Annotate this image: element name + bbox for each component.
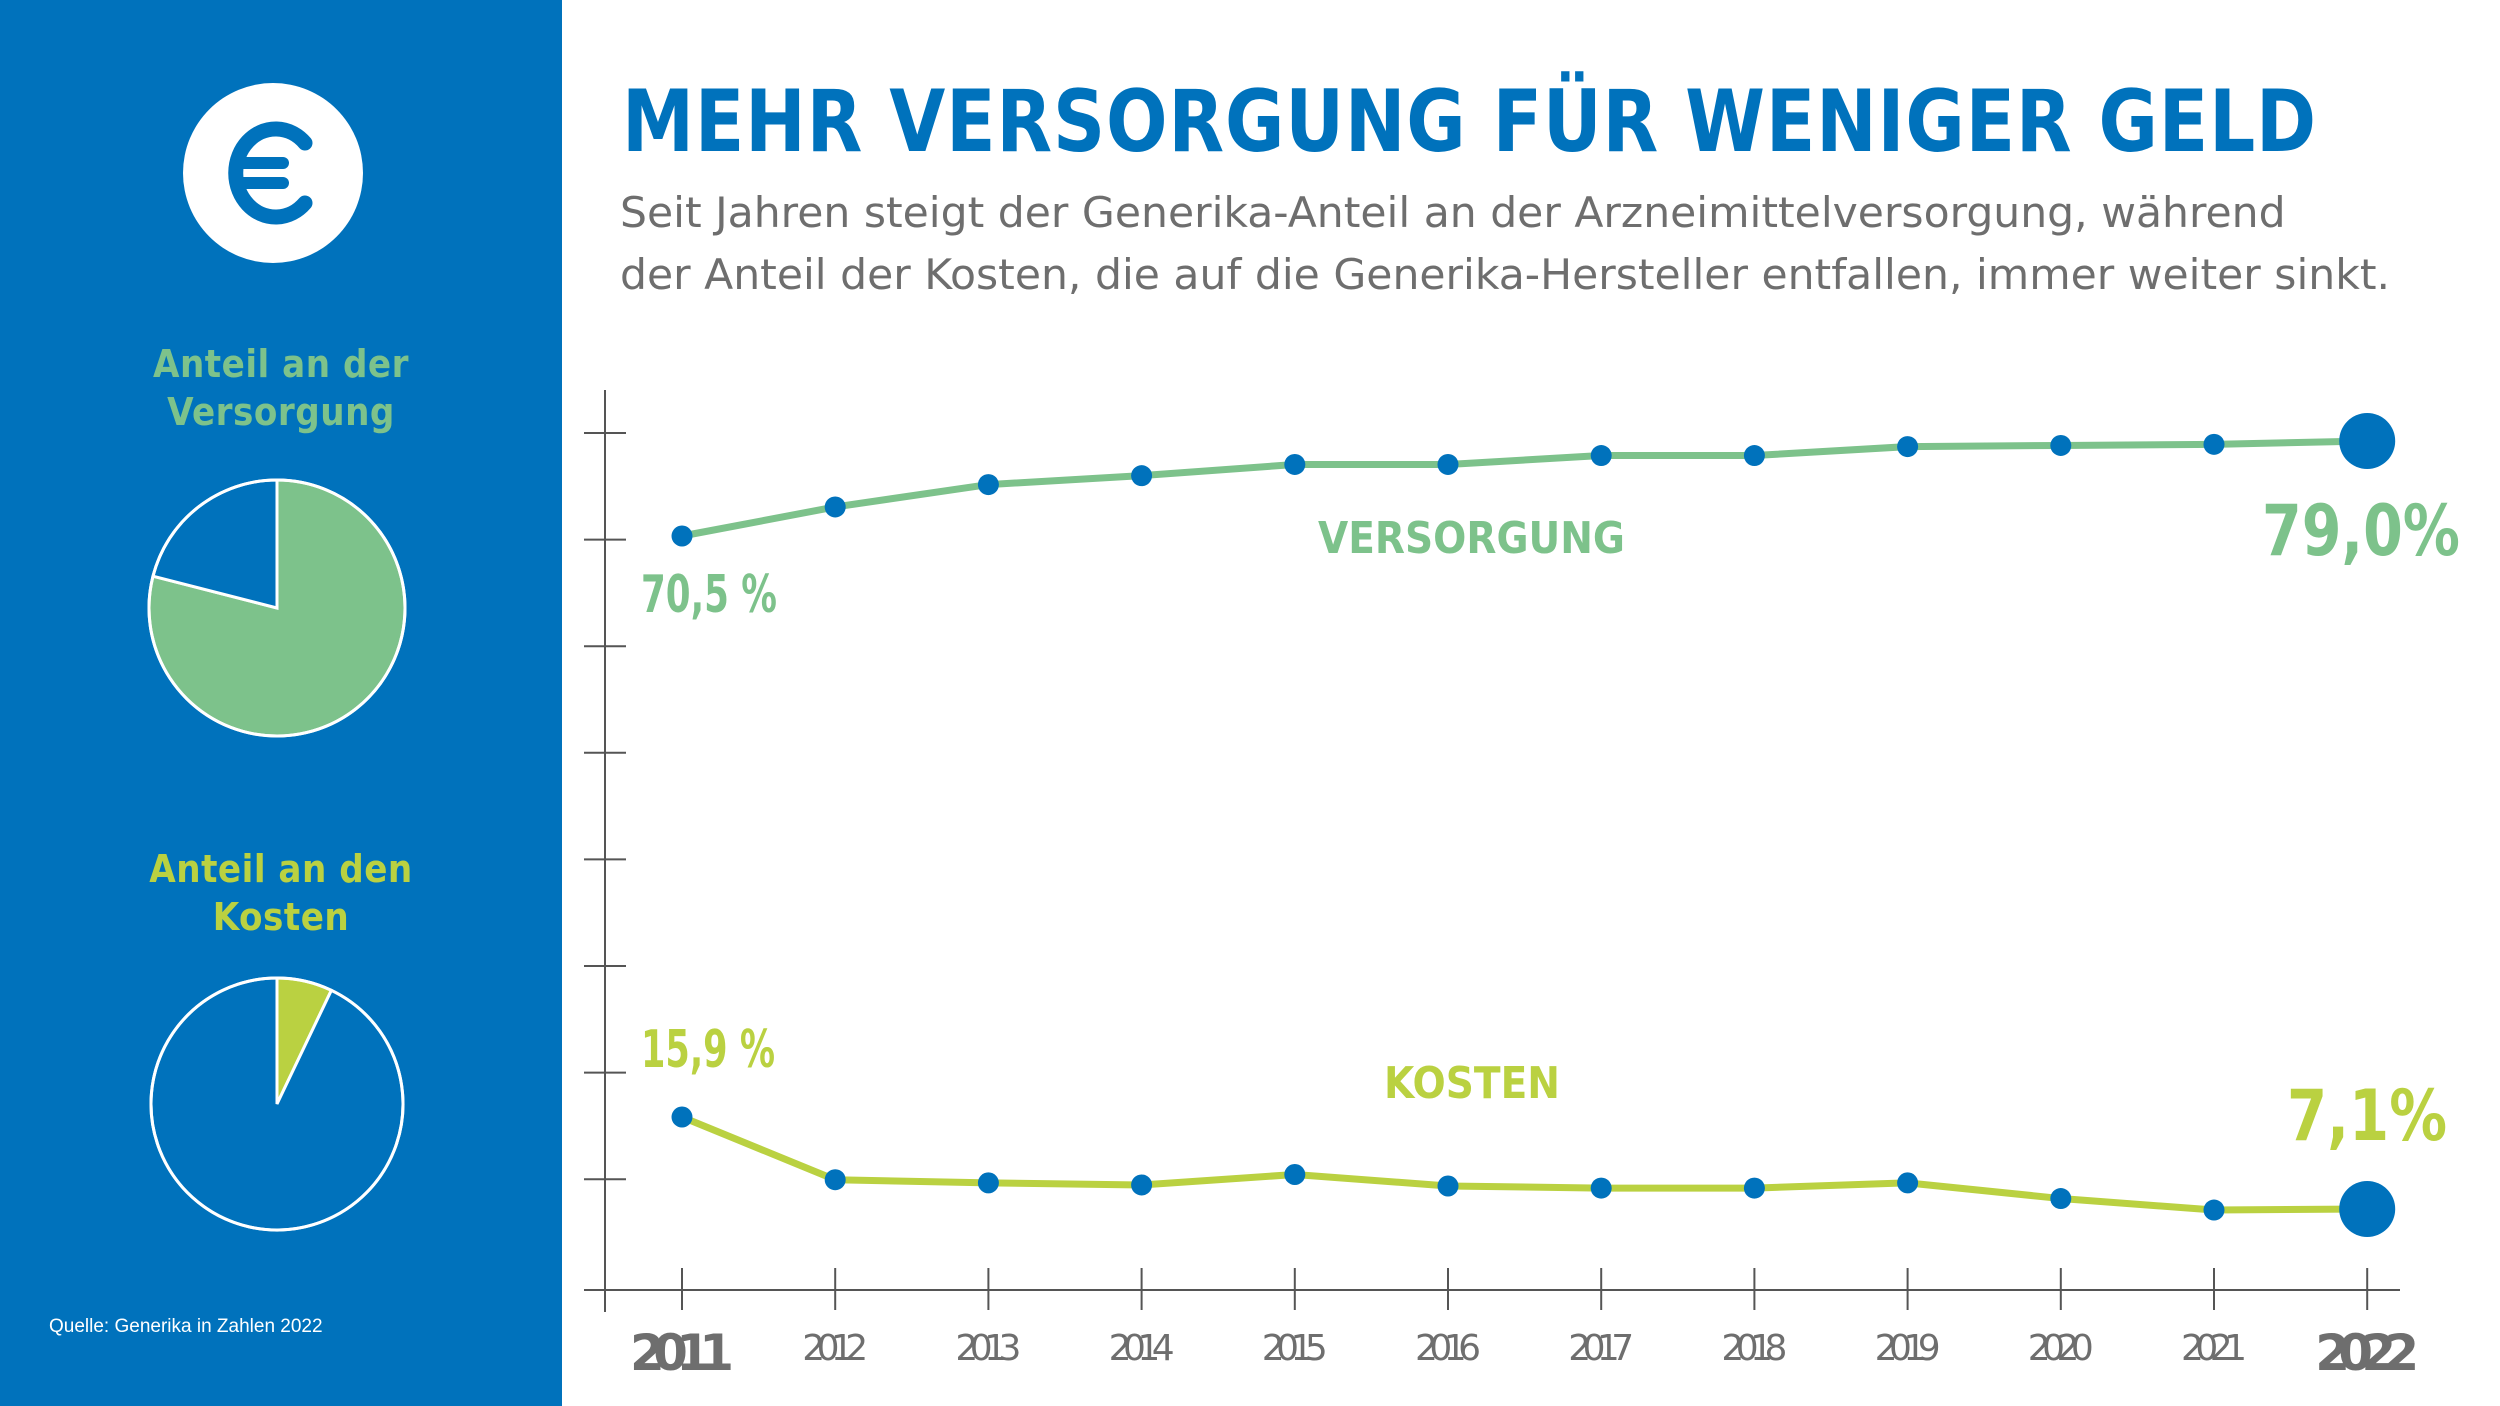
sidebar: Anteil an der Versorgung Anteil an den K… bbox=[0, 0, 562, 1406]
kosten-point-2016 bbox=[1437, 1175, 1459, 1197]
versorgung-point-2019 bbox=[1897, 436, 1919, 458]
x-tick-label: 2017 bbox=[1568, 1328, 1634, 1369]
page-title: MEHR VERSORGUNG FÜR WENIGER GELD bbox=[622, 72, 2317, 172]
kosten-series-label: KOSTEN bbox=[1384, 1058, 1560, 1109]
source-note: Quelle: Generika in Zahlen 2022 bbox=[49, 1316, 323, 1337]
kosten-point-2011 bbox=[671, 1106, 693, 1128]
kosten-line bbox=[680, 1113, 2368, 1214]
x-tick-label: 2022 bbox=[2315, 1324, 2419, 1382]
cost-share-label: Anteil an den Kosten bbox=[0, 845, 562, 941]
versorgung-point-2011 bbox=[671, 525, 693, 547]
versorgung-point-2022 bbox=[2339, 413, 2396, 469]
x-tick-label: 2014 bbox=[1109, 1328, 1175, 1369]
kosten-point-2018 bbox=[1743, 1177, 1765, 1199]
versorgung-point-2014 bbox=[1131, 465, 1153, 487]
versorgung-point-2018 bbox=[1743, 445, 1765, 467]
euro-badge bbox=[183, 83, 363, 263]
versorgung-end-value-label: 79,0% bbox=[2262, 490, 2460, 572]
kosten-end-value-label: 7,1% bbox=[2287, 1075, 2447, 1157]
versorgung-point-2020 bbox=[2050, 434, 2072, 456]
x-tick-label: 2011 bbox=[630, 1324, 734, 1382]
x-tick-label: 2020 bbox=[2028, 1328, 2094, 1369]
cost-share-label-line2: Kosten bbox=[212, 895, 350, 939]
versorgung-start-value-label: 70,5 % bbox=[641, 565, 777, 625]
kosten-point-2017 bbox=[1590, 1177, 1612, 1199]
cost-share-pie bbox=[149, 976, 405, 1232]
versorgung-point-2013 bbox=[977, 474, 999, 496]
cost-share-label-line1: Anteil an den bbox=[149, 847, 413, 891]
x-tick-label: 2018 bbox=[1721, 1328, 1787, 1369]
versorgung-point-2021 bbox=[2203, 433, 2225, 455]
versorgung-point-2012 bbox=[824, 496, 846, 518]
x-tick-label: 2019 bbox=[1875, 1328, 1941, 1369]
supply-pie-outline bbox=[147, 478, 407, 738]
x-tick-label: 2012 bbox=[802, 1328, 868, 1369]
x-tick-label: 2013 bbox=[955, 1328, 1021, 1369]
versorgung-series-label: VERSORGUNG bbox=[1318, 513, 1625, 564]
versorgung-point-2015 bbox=[1284, 453, 1306, 475]
supply-share-label: Anteil an der Versorgung bbox=[0, 340, 562, 436]
versorgung-point-2017 bbox=[1590, 445, 1612, 467]
kosten-point-2014 bbox=[1131, 1174, 1153, 1196]
kosten-point-2021 bbox=[2203, 1199, 2225, 1221]
subtitle-line1: Seit Jahren steigt der Generika-Anteil a… bbox=[620, 188, 2286, 237]
kosten-point-2013 bbox=[977, 1172, 999, 1194]
kosten-point-2022 bbox=[2339, 1181, 2396, 1237]
page-subtitle: Seit Jahren steigt der Generika-Anteil a… bbox=[620, 182, 2390, 306]
kosten-start-value-label: 15,9 % bbox=[641, 1020, 775, 1080]
euro-icon bbox=[228, 121, 313, 225]
versorgung-line bbox=[681, 437, 2368, 540]
subtitle-line2: der Anteil der Kosten, die auf die Gener… bbox=[620, 250, 2390, 299]
kosten-point-2015 bbox=[1284, 1164, 1306, 1185]
kosten-point-2012 bbox=[824, 1169, 846, 1191]
kosten-point-2020 bbox=[2050, 1188, 2072, 1210]
supply-share-label-line2: Versorgung bbox=[167, 390, 395, 434]
versorgung-point-2016 bbox=[1437, 453, 1459, 475]
kosten-point-2019 bbox=[1897, 1172, 1919, 1194]
supply-share-pie bbox=[147, 478, 407, 738]
x-tick-label: 2021 bbox=[2181, 1328, 2247, 1369]
cost-pie-outline bbox=[149, 976, 405, 1232]
x-tick-label: 2016 bbox=[1415, 1328, 1481, 1369]
supply-share-label-line1: Anteil an der bbox=[153, 342, 409, 386]
x-tick-label: 2015 bbox=[1262, 1328, 1328, 1369]
